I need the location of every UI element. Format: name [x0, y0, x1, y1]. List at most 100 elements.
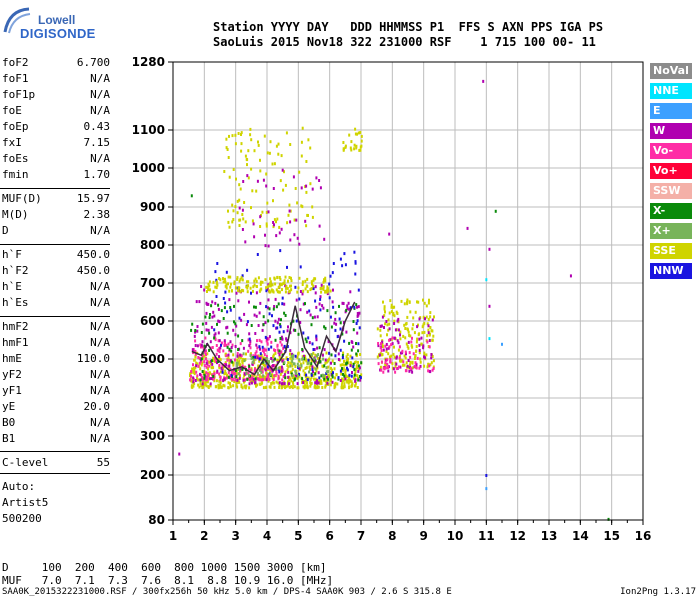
echo-point — [254, 305, 257, 309]
echo-point — [292, 381, 294, 384]
echo-point — [211, 315, 214, 319]
echo-point — [344, 377, 347, 381]
echo-point — [394, 328, 397, 332]
echo-point — [360, 361, 363, 365]
echo-point — [234, 358, 236, 362]
echo-point — [243, 201, 246, 204]
echo-point — [353, 147, 356, 151]
echo-point — [405, 369, 408, 373]
echo-point — [344, 372, 347, 376]
echo-point — [208, 316, 211, 320]
echo-point — [278, 370, 281, 374]
echo-point — [318, 360, 321, 364]
echo-point — [196, 376, 198, 380]
echo-point — [284, 314, 287, 317]
echo-point — [193, 334, 196, 338]
echo-point — [194, 366, 197, 370]
echo-point — [427, 328, 430, 332]
echo-point — [414, 361, 417, 365]
x-tick-label: 5 — [294, 529, 302, 543]
y-tick-label: 1000 — [132, 161, 165, 175]
echo-point — [271, 314, 273, 318]
echo-point — [212, 374, 215, 378]
echo-point — [315, 369, 318, 373]
param-row: B0 N/A — [2, 415, 110, 431]
echo-point — [353, 143, 356, 147]
param-name: yF2 — [2, 368, 22, 381]
echo-point — [296, 382, 299, 386]
echo-point — [323, 348, 326, 352]
echo-point — [322, 280, 325, 284]
echo-point — [305, 224, 308, 228]
echo-point — [408, 300, 411, 304]
echo-point — [419, 364, 422, 368]
echo-point — [245, 323, 248, 327]
echo-point — [266, 341, 269, 345]
echo-point — [342, 367, 345, 371]
x-tick-label: 14 — [572, 529, 589, 543]
echo-point — [341, 356, 344, 360]
echo-point — [416, 325, 419, 329]
echo-point — [280, 227, 283, 231]
echo-point — [258, 311, 261, 315]
echo-point — [249, 286, 252, 290]
echo-point — [232, 168, 235, 171]
echo-point — [249, 380, 252, 384]
echo-point — [379, 365, 382, 369]
echo-point — [210, 325, 213, 329]
echo-point — [274, 351, 277, 355]
echo-point — [422, 344, 425, 348]
echo-point — [379, 328, 382, 332]
echo-point — [218, 339, 221, 343]
echo-point — [293, 218, 296, 222]
echo-point — [199, 372, 201, 376]
echo-point — [224, 290, 227, 294]
echo-point — [223, 339, 226, 343]
echo-point — [260, 354, 263, 357]
echo-point — [418, 351, 421, 355]
echo-point — [207, 385, 210, 389]
echo-point — [331, 375, 334, 379]
echo-point — [289, 143, 292, 146]
echo-point — [285, 286, 287, 290]
echo-point — [328, 351, 331, 355]
echo-point — [324, 358, 327, 362]
echo-point — [201, 370, 204, 373]
y-tick-label: 900 — [140, 200, 165, 214]
echo-point — [213, 373, 215, 377]
param-row: fxI 7.15 — [2, 135, 110, 151]
echo-point — [287, 213, 290, 217]
echo-point — [220, 341, 223, 345]
echo-point — [228, 298, 231, 302]
echo-point — [204, 315, 207, 319]
param-value: N/A — [90, 336, 110, 349]
echo-point — [246, 163, 248, 167]
echo-point — [355, 303, 358, 307]
echo-point — [359, 378, 362, 382]
echo-point — [242, 377, 245, 381]
echo-point — [277, 317, 280, 321]
echo-point — [259, 215, 262, 219]
echo-point — [242, 357, 244, 361]
echo-point — [354, 370, 357, 373]
echo-point — [226, 331, 229, 335]
echo-point — [354, 127, 357, 131]
echo-point — [228, 366, 231, 370]
echo-point — [403, 363, 406, 367]
echo-point — [299, 290, 302, 293]
echo-point — [277, 351, 280, 355]
echo-point — [276, 321, 279, 325]
x-tick-label: 9 — [419, 529, 427, 543]
echo-point — [254, 367, 256, 371]
echo-point — [312, 373, 315, 377]
echo-point — [241, 208, 244, 212]
echo-point — [307, 138, 310, 142]
echo-point — [213, 379, 216, 383]
echo-point — [379, 346, 382, 350]
echo-point — [330, 325, 333, 329]
echo-point — [259, 169, 262, 173]
echo-point — [431, 318, 434, 322]
echo-point — [267, 298, 270, 302]
echo-point — [272, 353, 275, 357]
echo-point — [212, 356, 215, 360]
